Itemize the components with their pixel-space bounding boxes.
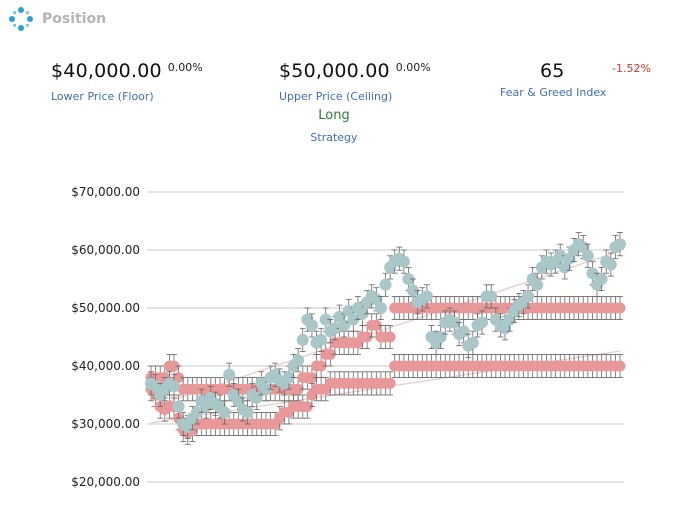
lower-band-point [614, 360, 626, 372]
price-point [379, 278, 392, 291]
price-point [448, 316, 461, 329]
upper-band-point [324, 348, 336, 360]
upper-band-point [614, 302, 626, 314]
upper-band-point [384, 331, 396, 343]
floor-stat: $40,000.00 0.00% Lower Price (Floor) [51, 60, 203, 103]
price-point [167, 380, 180, 393]
fear-greed-value: 65 [540, 60, 565, 82]
y-axis-ticks: $70,000.00 $60,000.00 $50,000.00 $40,000.00… [71, 185, 140, 489]
upper-band-point [306, 372, 318, 384]
price-point [305, 319, 318, 332]
y-tick-label: $70,000.00 [71, 185, 140, 199]
price-point [319, 313, 332, 326]
price-point [374, 302, 387, 314]
price-point [190, 406, 203, 419]
price-point [614, 238, 626, 251]
y-tick-label: $50,000.00 [71, 301, 140, 315]
ceiling-change: 0.00% [395, 60, 431, 74]
upper-band-point [292, 383, 304, 395]
price-series [145, 232, 626, 439]
price-point [522, 290, 535, 303]
upper-band-point [361, 331, 373, 343]
position-header: Position [8, 6, 106, 32]
price-point [420, 290, 433, 303]
price-point [476, 316, 489, 329]
strategy-block: Long Strategy [303, 108, 365, 144]
y-tick-label: $60,000.00 [71, 243, 140, 257]
price-point [315, 333, 328, 346]
floor-change: 0.00% [167, 60, 203, 74]
price-point [604, 258, 617, 271]
floor-label[interactable]: Lower Price (Floor) [51, 90, 154, 103]
band-series [145, 296, 626, 445]
floor-value: $40,000.00 [51, 60, 162, 82]
upper-band-point [168, 360, 180, 372]
price-point [292, 354, 305, 367]
lower-band-point [301, 401, 313, 413]
ceiling-stat: $50,000.00 0.00% Upper Price (Ceiling) [279, 60, 431, 103]
price-point [172, 400, 185, 413]
price-point [554, 249, 567, 262]
price-point [397, 255, 410, 268]
upper-band-point [315, 360, 327, 372]
price-point [223, 368, 236, 381]
price-point [531, 278, 544, 291]
y-tick-label: $20,000.00 [71, 475, 140, 489]
ceiling-value: $50,000.00 [279, 60, 390, 82]
fear-greed-stat: 65 -1.52% Fear & Greed Index [500, 60, 660, 99]
dots-ring-icon [9, 7, 33, 31]
price-point [328, 322, 341, 335]
fear-greed-change: -1.52% [612, 62, 651, 75]
strategy-label[interactable]: Strategy [310, 131, 358, 144]
price-point [282, 371, 295, 384]
price-point [347, 313, 360, 326]
price-point [466, 336, 479, 349]
strategy-value: Long [318, 108, 350, 123]
page-title: Position [42, 11, 107, 27]
y-tick-label: $40,000.00 [71, 359, 140, 373]
price-point [485, 290, 498, 303]
price-point [259, 383, 272, 396]
price-point [356, 307, 369, 320]
lower-band-point [384, 377, 396, 389]
price-point [241, 406, 254, 419]
upper-band-point [370, 319, 382, 331]
price-point [402, 273, 415, 285]
price-point [296, 333, 309, 346]
price-chart: $70,000.00 $60,000.00 $50,000.00 $40,000.00… [71, 185, 626, 489]
ceiling-label[interactable]: Upper Price (Ceiling) [279, 90, 393, 103]
price-point [407, 284, 420, 297]
y-tick-label: $30,000.00 [71, 417, 140, 431]
price-point [218, 406, 231, 419]
price-point [586, 267, 599, 280]
fear-greed-label[interactable]: Fear & Greed Index [500, 86, 607, 99]
price-point [581, 249, 594, 262]
price-point [595, 273, 608, 285]
